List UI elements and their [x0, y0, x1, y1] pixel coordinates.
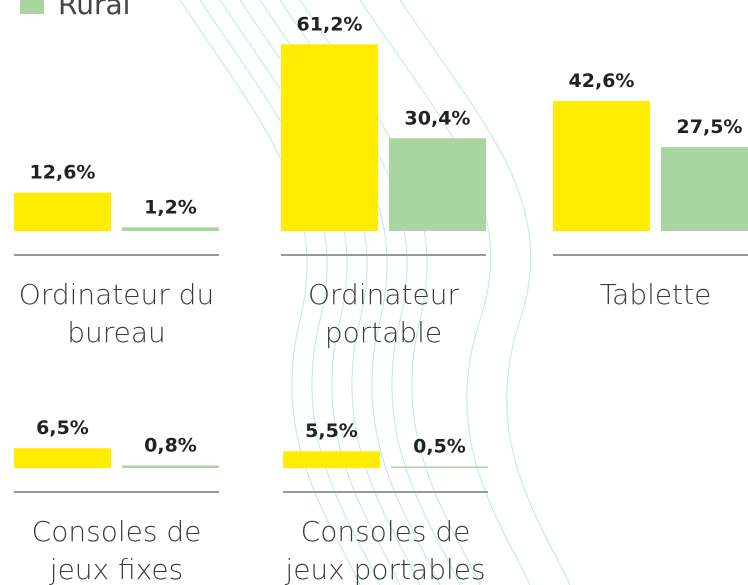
value-label: 42,6% — [569, 70, 635, 92]
bar — [14, 448, 111, 468]
value-label: 12,6% — [30, 162, 96, 184]
bar — [389, 138, 486, 231]
bar — [283, 451, 380, 468]
legend-label: Rural — [58, 0, 130, 21]
category-label: Consoles de jeux portables — [271, 513, 500, 585]
bar — [281, 44, 378, 231]
value-label: 6,5% — [36, 417, 89, 439]
bar — [122, 227, 219, 231]
category-label: Consoles de jeux fixes — [2, 513, 231, 585]
bar — [391, 466, 488, 468]
bar — [122, 466, 219, 468]
bar — [553, 101, 650, 231]
value-label: 0,8% — [144, 435, 197, 457]
value-label: 5,5% — [305, 420, 358, 442]
value-label: 1,2% — [144, 196, 197, 218]
value-label: 61,2% — [297, 13, 363, 35]
page: Rural 12,6% 1,2% 61,2% 30,4% 42,6% 27,5% 6,5% 0… — [0, 0, 748, 585]
bar — [14, 193, 111, 231]
category-label: Ordinateur portable — [269, 276, 498, 352]
value-label: 0,5% — [413, 435, 466, 457]
value-label: 30,4% — [405, 107, 471, 129]
value-label: 27,5% — [677, 116, 743, 138]
category-label: Tablette — [541, 276, 748, 314]
legend-swatch — [20, 0, 44, 14]
category-label: Ordinateur du bureau — [2, 276, 231, 352]
bar — [661, 147, 748, 231]
